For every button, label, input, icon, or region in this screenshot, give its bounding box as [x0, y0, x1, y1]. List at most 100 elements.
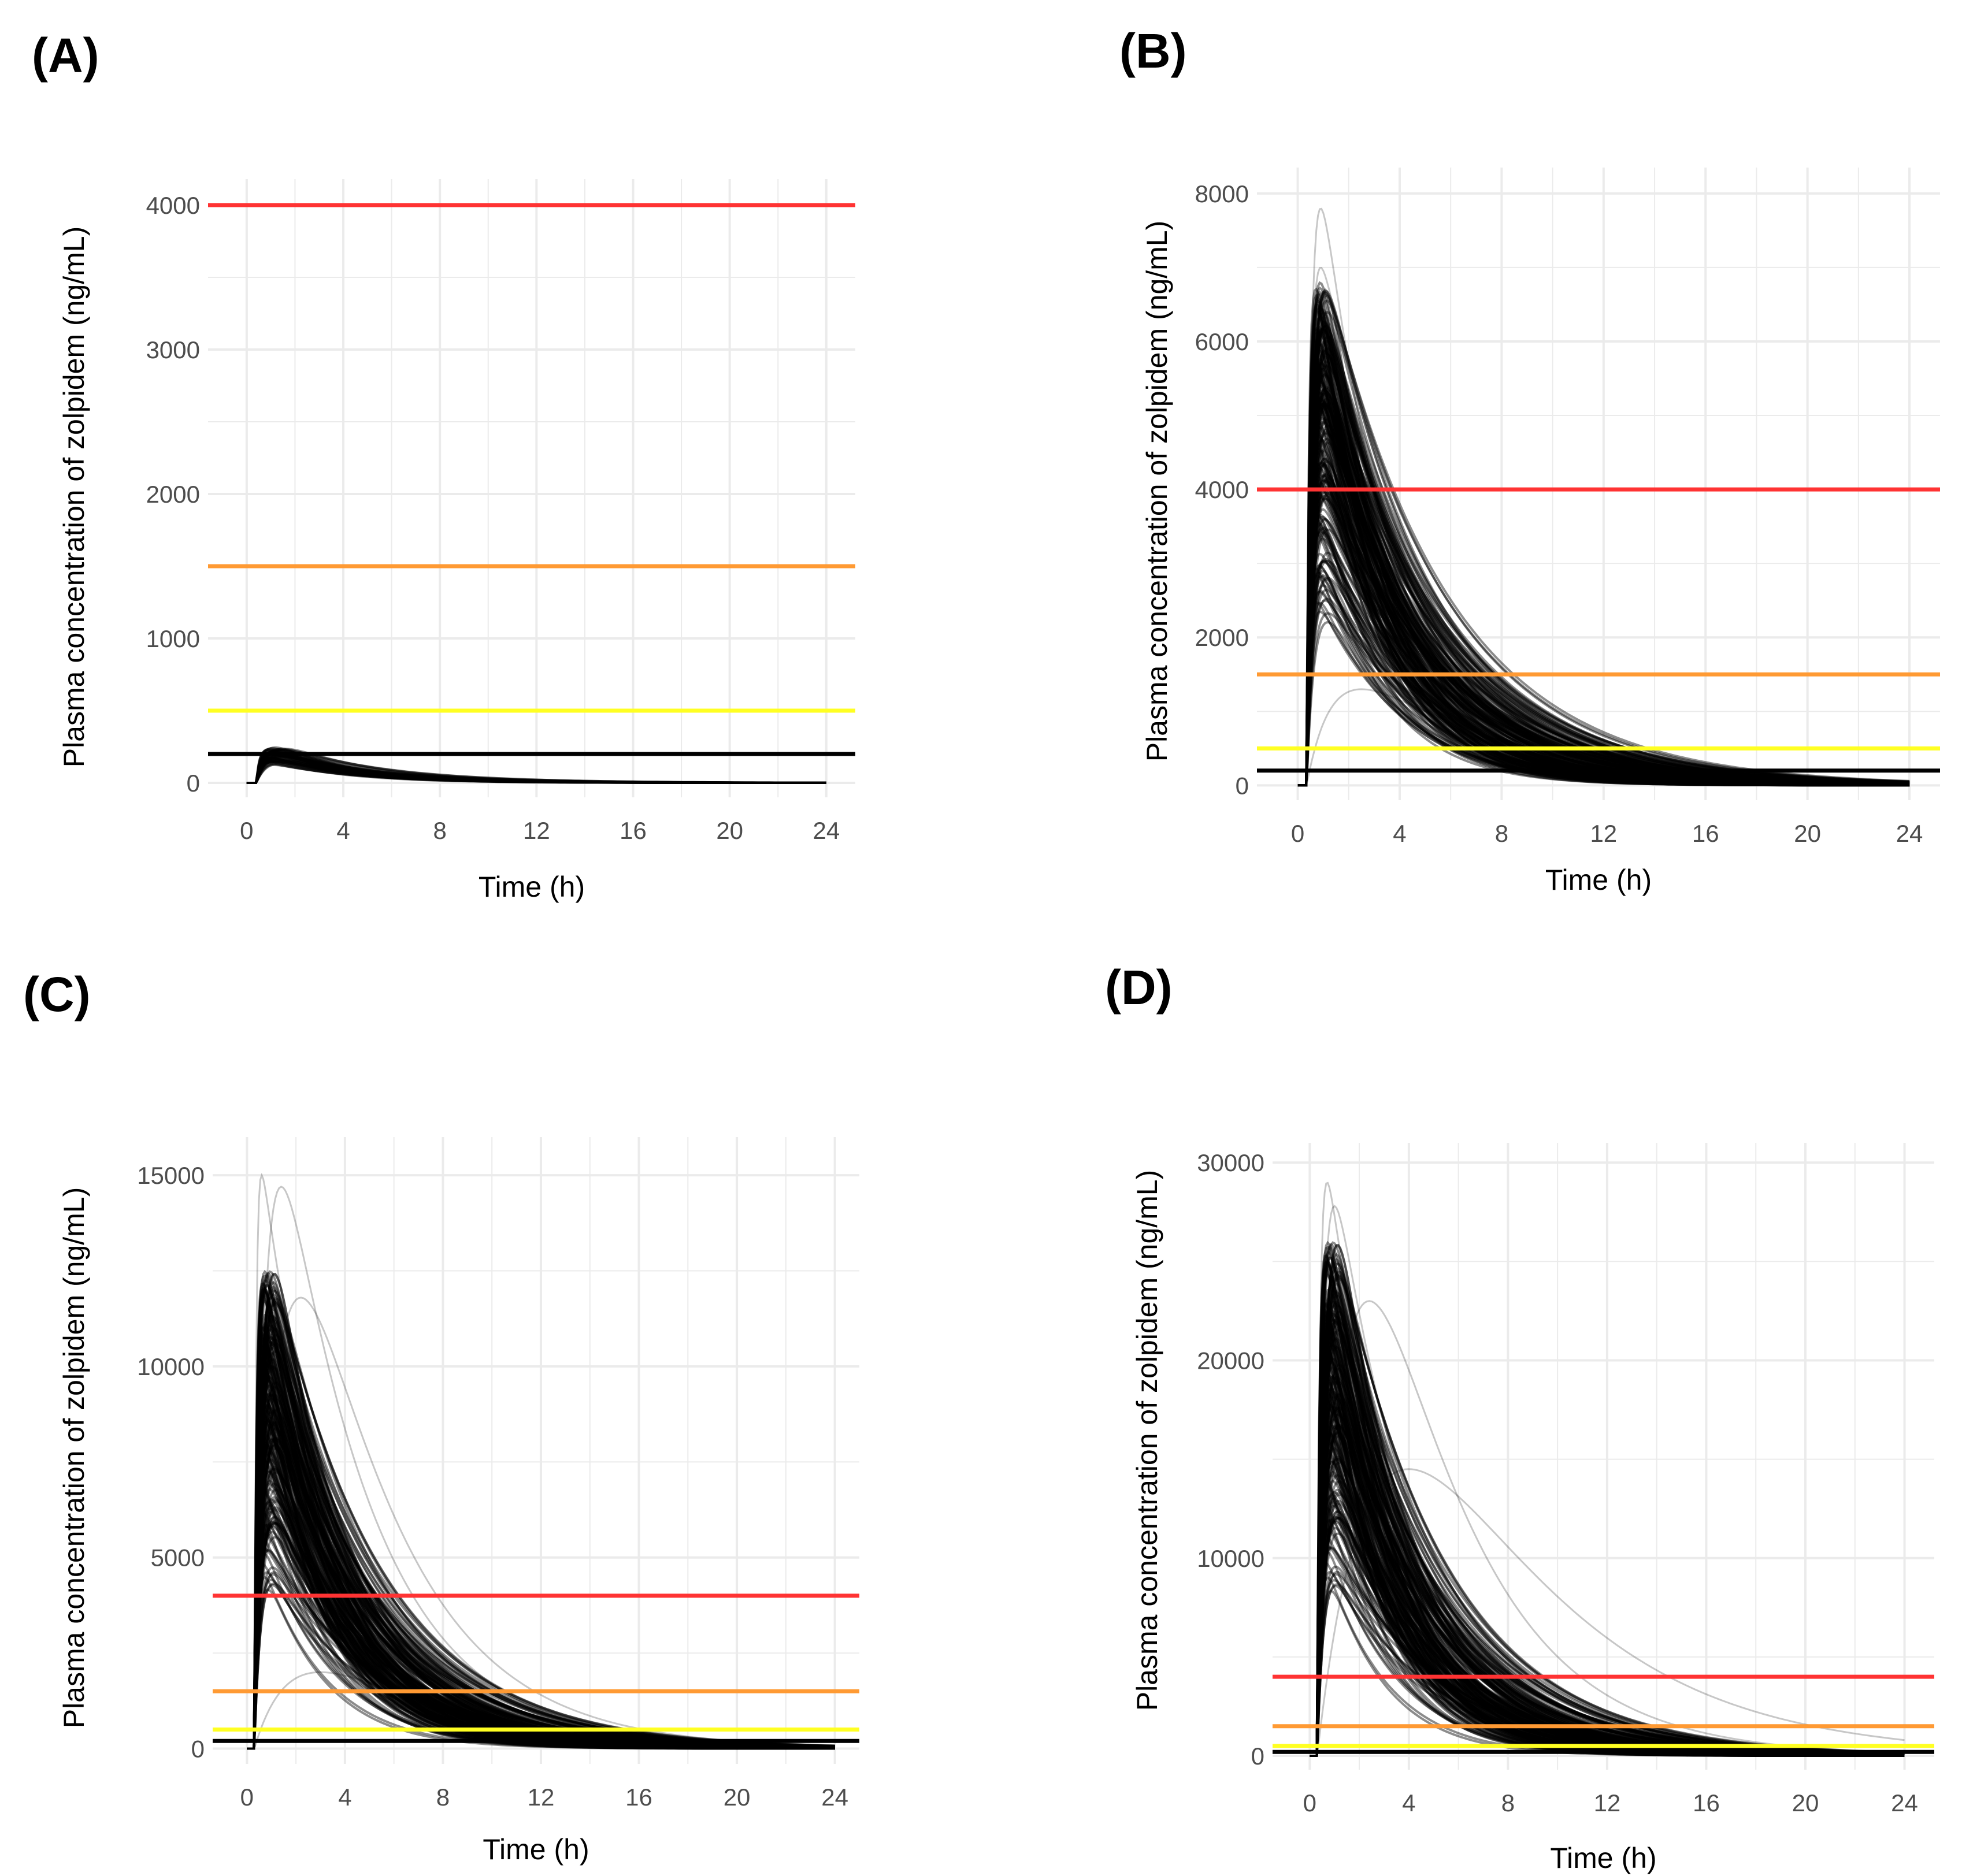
- profile-line: [247, 1332, 835, 1750]
- profile-line: [247, 1571, 835, 1750]
- profile-line: [1297, 378, 1910, 787]
- profile-line: [1297, 494, 1910, 787]
- panel-label-d: (D): [1105, 960, 1173, 1015]
- profile-line: [1297, 402, 1910, 787]
- profile-line: [247, 1437, 835, 1750]
- profile-line: [247, 1391, 835, 1750]
- profile-line: [1310, 1458, 1905, 1757]
- profile-line: [1297, 552, 1910, 787]
- profile-line: [247, 1347, 835, 1750]
- profile-line: [247, 1333, 835, 1750]
- profile-line: [246, 760, 826, 784]
- profile-line: [246, 756, 826, 784]
- profile-line: [1297, 576, 1910, 787]
- profile-line: [247, 1523, 835, 1750]
- profile-line: [1297, 406, 1910, 787]
- profile-line: [1310, 1329, 1905, 1757]
- profile-line: [1297, 358, 1910, 787]
- profile-line: [1310, 1388, 1905, 1757]
- profile-line: [1310, 1317, 1905, 1757]
- profile-line: [1297, 440, 1910, 787]
- profile-line: [1310, 1280, 1905, 1757]
- x-axis-title: Time (h): [1550, 1842, 1656, 1874]
- profile-line: [246, 749, 826, 784]
- profile-line: [1297, 355, 1910, 787]
- profile-line: [247, 1342, 835, 1750]
- profile-line: [1297, 363, 1910, 787]
- profile-line: [1310, 1366, 1905, 1757]
- profile-line: [1297, 350, 1910, 787]
- profile-line: [1297, 380, 1910, 787]
- x-tick-label: 20: [1792, 1789, 1819, 1816]
- profile-line: [247, 1492, 835, 1750]
- profile-line: [247, 1462, 835, 1750]
- profile-line: [247, 1511, 835, 1750]
- profile-line: [247, 1444, 835, 1750]
- profile-line: [1297, 404, 1910, 787]
- profile-line: [247, 1316, 835, 1750]
- profile-line: [1310, 1386, 1905, 1757]
- panel-label-c: (C): [23, 967, 91, 1021]
- panel-d: (D) 0 4 8 12 16 20 24 0 10000 20000 30000 Time (h) P…: [981, 938, 1961, 1875]
- profile-line: [1297, 397, 1910, 787]
- x-tick-label: 4: [1402, 1789, 1415, 1816]
- profile-line: [247, 1453, 835, 1750]
- y-tick-label: 4000: [146, 192, 200, 219]
- x-tick-label: 0: [240, 1784, 254, 1811]
- profile-line: [247, 1573, 835, 1750]
- profile-line: [1310, 1393, 1905, 1757]
- profile-line: [247, 1281, 835, 1750]
- profile-line: [1297, 402, 1910, 787]
- y-tick-label: 15000: [137, 1162, 205, 1189]
- profile-line: [247, 1410, 835, 1750]
- profile-line: [246, 760, 826, 784]
- profile-line: [247, 1424, 835, 1750]
- profile-line: [1310, 1461, 1905, 1757]
- profile-line: [1297, 490, 1910, 787]
- profile-line: [1297, 590, 1910, 787]
- profile-line: [1310, 1319, 1905, 1757]
- profile-line: [246, 760, 826, 784]
- profile-line: [1297, 518, 1910, 787]
- y-tick-label: 8000: [1195, 180, 1249, 207]
- profile-line: [247, 1437, 835, 1750]
- profile-line: [1297, 364, 1910, 787]
- profile-line-outlier: [247, 1297, 835, 1749]
- profile-line: [1310, 1407, 1905, 1757]
- profile-line: [1310, 1344, 1905, 1757]
- profile-line: [247, 1522, 835, 1750]
- profile-line: [1310, 1435, 1905, 1757]
- profile-line: [246, 749, 826, 784]
- profile-line: [247, 1437, 835, 1750]
- profile-line: [1297, 329, 1910, 787]
- profile-line: [1297, 286, 1910, 787]
- profile-line: [1310, 1498, 1905, 1757]
- profile-line: [247, 1444, 835, 1750]
- profile-line: [247, 1524, 835, 1750]
- profile-line: [1297, 574, 1910, 787]
- profile-line: [1310, 1374, 1905, 1757]
- profile-line: [247, 1521, 835, 1750]
- profile-line: [1297, 294, 1910, 787]
- profile-line: [247, 1335, 835, 1750]
- profile-line: [1297, 417, 1910, 787]
- profile-line: [247, 1480, 835, 1750]
- profile-line: [247, 1373, 835, 1750]
- y-tick-label: 1000: [146, 625, 200, 652]
- profile-line: [1310, 1421, 1905, 1757]
- y-tick-label: 4000: [1195, 476, 1249, 503]
- x-tick-label: 20: [716, 817, 743, 844]
- y-tick-label: 2000: [146, 481, 200, 508]
- panel-label-a: (A): [32, 28, 99, 83]
- x-tick-label: 24: [1891, 1789, 1918, 1816]
- profile-line: [1297, 462, 1910, 787]
- profile-line: [1297, 421, 1910, 787]
- profile-line: [247, 1302, 835, 1750]
- profile-line: [1297, 289, 1910, 787]
- profile-line: [1297, 391, 1910, 787]
- profile-line: [1310, 1409, 1905, 1757]
- profile-line: [246, 747, 826, 784]
- profile-line: [246, 760, 826, 784]
- x-tick-label: 8: [433, 817, 447, 844]
- profile-line: [1297, 330, 1910, 787]
